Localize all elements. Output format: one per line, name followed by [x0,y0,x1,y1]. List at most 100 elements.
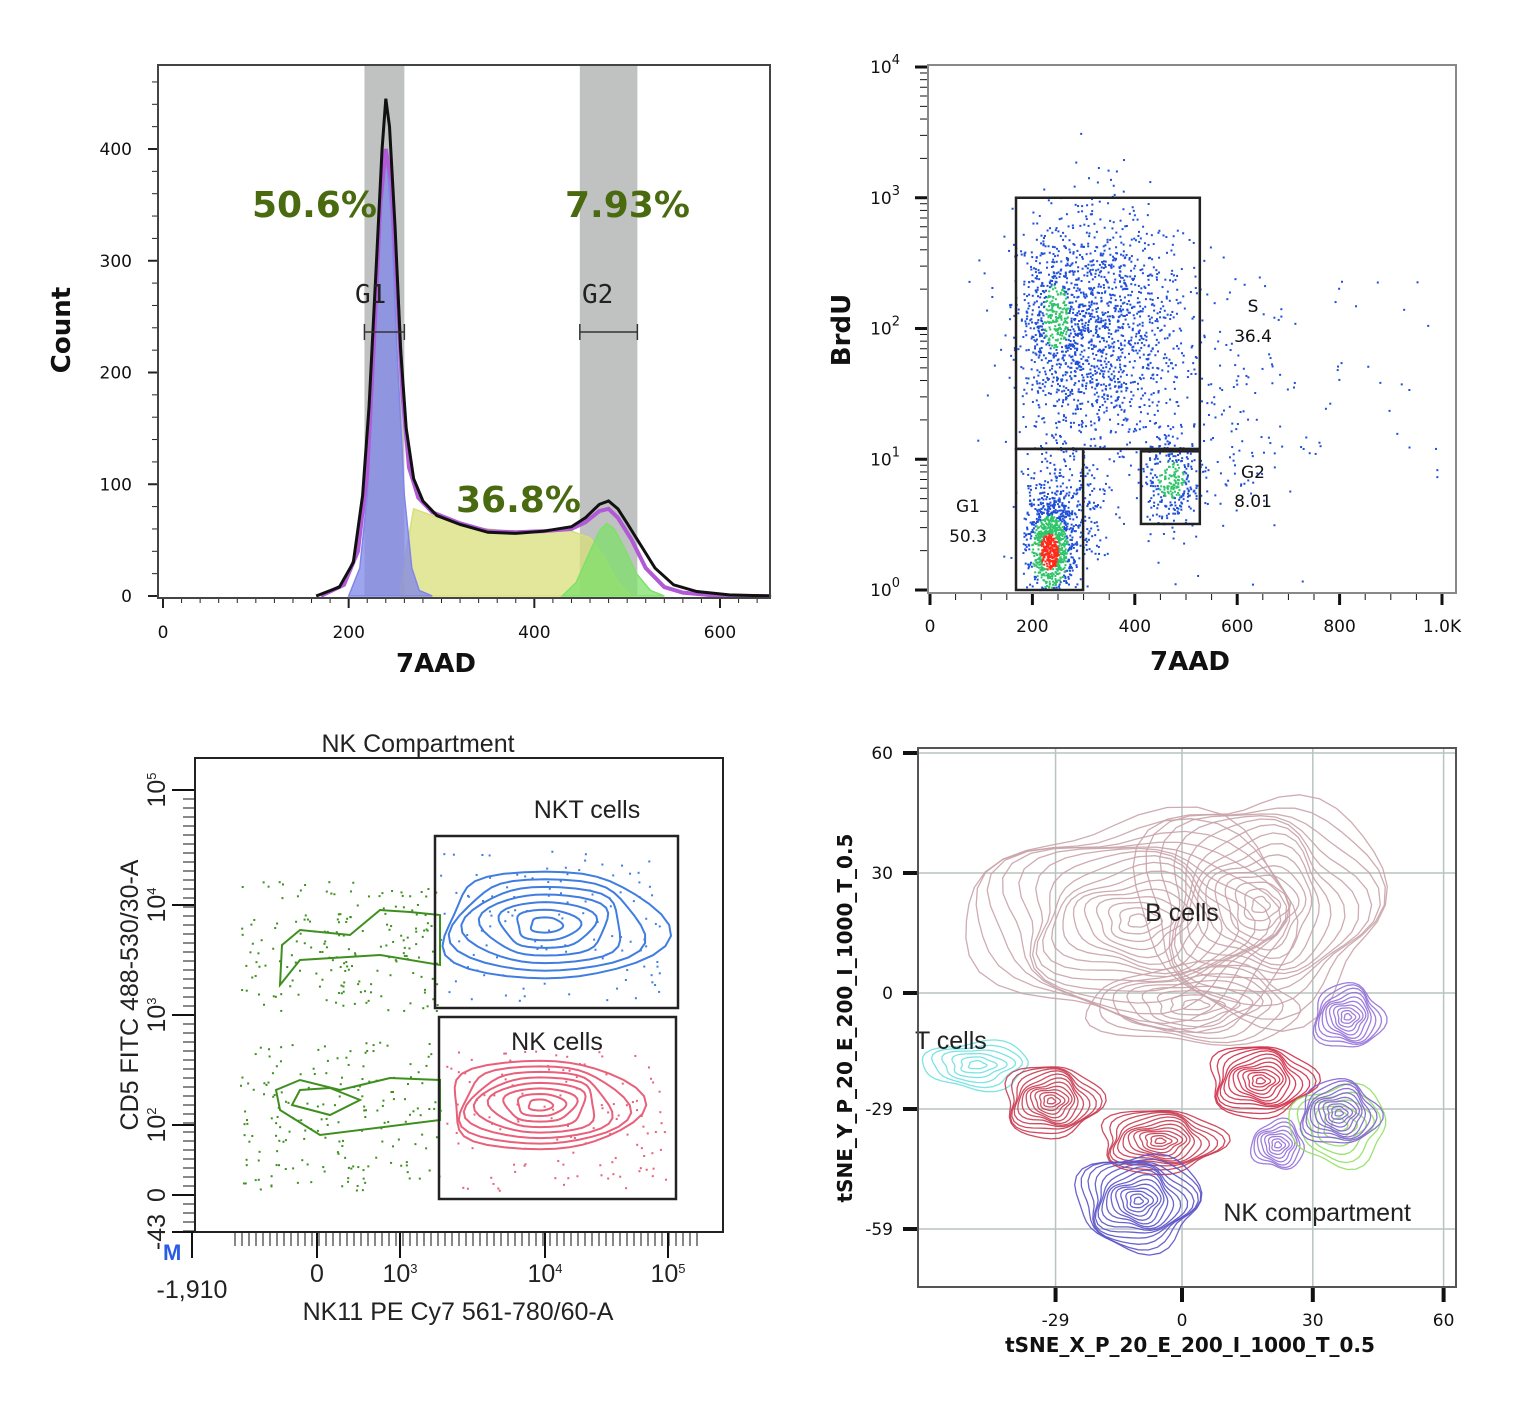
cluster-contour [1232,1061,1287,1102]
event-dot [1047,314,1050,317]
event-dot [417,1071,420,1074]
event-dot [1145,335,1148,338]
event-dot [488,910,491,913]
event-dot [1159,311,1162,314]
event-dot [381,1104,384,1107]
event-dot [1038,330,1041,333]
cluster-contour [1205,854,1313,960]
event-dot [1029,563,1032,566]
event-dot [1055,551,1058,554]
event-dot [1053,355,1056,358]
event-dot [1051,530,1054,533]
event-dot [1047,245,1050,248]
cluster-contour [1314,984,1383,1046]
event-dot [1051,280,1054,283]
event-dot [1096,315,1099,318]
event-dot [1247,418,1250,421]
event-dot [1096,359,1099,362]
event-dot [1157,487,1160,490]
event-dot [1071,392,1074,395]
event-dot [1051,310,1054,313]
cluster-contour [1154,1137,1167,1145]
event-dot [285,1100,288,1103]
event-dot [1054,564,1057,567]
event-dot [1071,512,1074,515]
event-dot [1040,320,1043,323]
event-dot [391,890,394,893]
event-dot [1073,296,1076,299]
cluster-contour [1328,1000,1367,1036]
event-dot [1060,515,1063,518]
event-dot [1075,516,1078,519]
event-dot [1040,359,1043,362]
event-dot [446,1065,449,1068]
event-dot [1089,318,1092,321]
cluster-contour [1228,1057,1291,1105]
event-dot [1172,519,1175,522]
event-dot [1108,300,1111,303]
event-dot [1156,457,1159,460]
event-dot [349,890,352,893]
event-dot [1055,227,1058,230]
event-dot [1044,520,1047,523]
event-dot [317,1048,320,1051]
event-dot [1053,544,1056,547]
event-dot [1106,326,1109,329]
event-dot [1035,517,1038,520]
event-dot [1132,345,1135,348]
event-dot [1041,290,1044,293]
event-dot [1050,577,1053,580]
event-dot [1181,471,1184,474]
event-dot [1186,376,1189,379]
event-dot [342,1139,345,1142]
event-dot [1161,490,1164,493]
event-dot [1076,342,1079,345]
event-dot [1081,379,1084,382]
event-dot [1235,379,1238,382]
event-dot [1150,393,1153,396]
event-dot [1132,218,1135,221]
event-dot [1435,447,1438,450]
event-dot [1177,491,1180,494]
event-dot [1169,504,1172,507]
event-dot [1093,393,1096,396]
event-dot [1181,502,1184,505]
event-dot [1040,535,1043,538]
event-dot [1329,402,1332,405]
event-dot [1090,424,1093,427]
event-dot [1078,319,1081,322]
event-dot [1087,242,1090,245]
event-dot [260,939,263,942]
event-dot [1289,490,1292,493]
event-dot [1028,305,1031,308]
event-dot [1096,398,1099,401]
event-dot [1203,440,1206,443]
event-dot [1078,303,1081,306]
event-dot [1081,402,1084,405]
event-dot [1048,326,1051,329]
event-dot [1042,354,1045,357]
event-dot [1077,526,1080,529]
event-dot [1080,423,1083,426]
event-dot [1172,330,1175,333]
event-dot [1067,576,1070,579]
event-dot [1046,341,1049,344]
event-dot [1077,270,1080,273]
event-dot [1246,334,1249,337]
event-dot [1097,545,1100,548]
event-dot [1043,385,1046,388]
event-dot [1065,397,1068,400]
event-dot [1280,315,1283,318]
event-dot [454,980,457,983]
event-dot [1051,373,1054,376]
event-dot [615,1118,618,1121]
event-dot [1034,571,1037,574]
event-dot [1061,334,1064,337]
event-dot [1063,440,1066,443]
event-dot [1058,316,1061,319]
event-dot [288,1130,291,1133]
event-dot [1175,401,1178,404]
event-dot [1079,536,1082,539]
event-dot [1177,347,1180,350]
event-dot [1041,549,1044,552]
